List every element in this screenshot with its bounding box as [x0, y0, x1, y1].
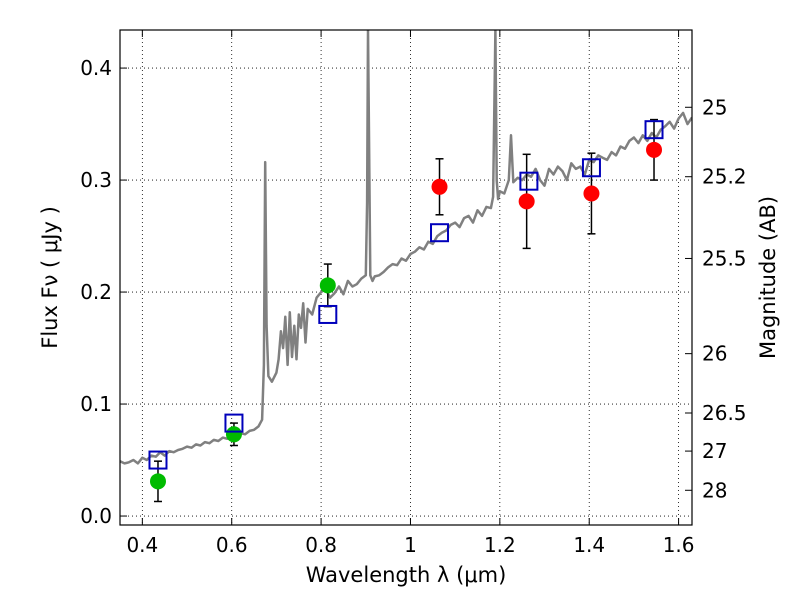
- x-tick-label: 0.6: [216, 533, 248, 557]
- model-point: [148, 450, 168, 470]
- x-tick-label: 1.2: [484, 533, 516, 557]
- data-point: [583, 185, 600, 202]
- y2-tick-label: 28: [702, 478, 727, 502]
- x-tick-label: 0.4: [126, 533, 158, 557]
- data-point: [319, 277, 336, 294]
- y2-tick-label: 26: [702, 342, 727, 366]
- y2-tick-label: 25.5: [702, 246, 747, 270]
- data-point: [431, 178, 448, 195]
- model-point: [581, 158, 601, 178]
- x-tick-label: 1: [404, 533, 417, 557]
- y2-axis-label: Magnitude (AB): [756, 196, 780, 359]
- x-tick-label: 0.8: [305, 533, 337, 557]
- axis-ticks: 0.4 0.6 0.8 1 1.2 1.4 1.6 0.0 0.1 0.2 0.3 0.4 25 25.2…: [80, 30, 747, 557]
- x-tick-label: 1.4: [573, 533, 605, 557]
- model-point: [519, 171, 539, 191]
- model-point: [318, 304, 338, 324]
- y-axis-label: Flux Fν ( μJy ): [38, 206, 62, 349]
- x-tick-label: 1.6: [663, 533, 695, 557]
- y2-tick-label: 25: [702, 95, 727, 119]
- y2-tick-label: 25.2: [702, 165, 747, 189]
- data-point: [646, 141, 663, 158]
- data-point: [149, 473, 166, 490]
- data-point: [518, 193, 535, 210]
- y-tick-label: 0.4: [80, 56, 112, 80]
- y-tick-label: 0.2: [80, 280, 112, 304]
- plot-frame: [119, 29, 693, 526]
- x-axis-label: Wavelength λ (μm): [306, 563, 507, 587]
- model-point: [644, 120, 664, 140]
- y-tick-label: 0.0: [80, 504, 112, 528]
- y-tick-label: 0.3: [80, 168, 112, 192]
- model-point: [224, 413, 244, 433]
- y-tick-label: 0.1: [80, 392, 112, 416]
- grid: [120, 30, 692, 525]
- y2-tick-label: 26.5: [702, 401, 747, 425]
- plot-area: [120, 30, 692, 503]
- y2-tick-label: 27: [702, 439, 727, 463]
- model-point: [430, 223, 450, 243]
- data-point: [225, 426, 242, 443]
